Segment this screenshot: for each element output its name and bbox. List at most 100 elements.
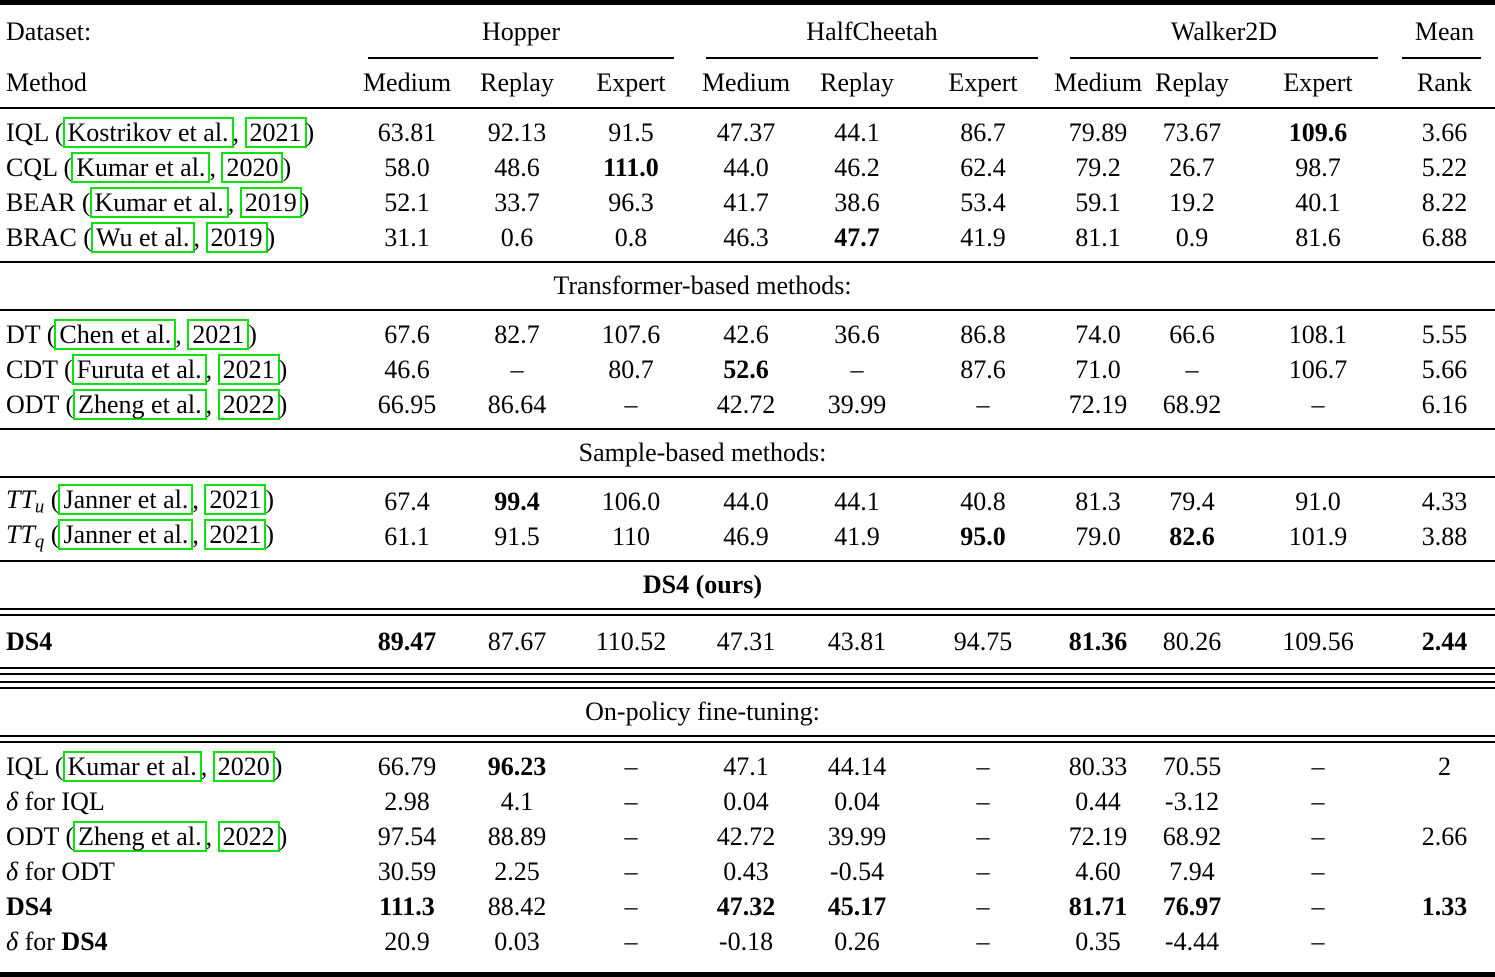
value-cell: 41.9 [834,521,880,551]
citation-link[interactable]: Janner et al. [58,519,194,551]
citation-link[interactable]: 2021 [217,353,280,386]
value-cell: 79.0 [1075,521,1121,551]
value-cell: 76.97 [1162,891,1222,921]
value-cell: 26.7 [1169,152,1215,182]
method-text: ODT ( [6,389,75,419]
value-cell: – [1311,856,1325,886]
value-cell: 2.44 [1421,626,1468,656]
citation-link[interactable]: 2019 [239,186,302,219]
citation-link[interactable]: Chen et al. [54,318,177,351]
citation-link[interactable]: Kumar et al. [71,151,211,184]
value-cell: 70.55 [1162,751,1222,781]
value-cell: 86.7 [960,117,1006,147]
citation-link[interactable]: 2020 [221,151,284,184]
value-cell: 45.17 [827,891,887,921]
value-cell: 39.99 [827,389,887,419]
value-cell: -3.12 [1164,786,1220,816]
value-cell: 98.7 [1295,152,1341,182]
citation-link[interactable]: Wu et al. [90,221,195,254]
citation-link[interactable]: Zheng et al. [73,820,207,853]
citation-link[interactable]: Kumar et al. [62,750,202,783]
table-row: δ for ODT 30.59 2.25 – 0.43 -0.54 – 4.60 7.94 – [0,854,1495,889]
rows-group: DS4 89.47 87.67 110.52 47.31 43.81 94.75 81.36 8… [0,616,1495,667]
citation-link[interactable]: 2020 [212,750,275,783]
value-cell: – [624,856,638,886]
value-cell: 5.22 [1421,152,1468,182]
value-cell: -0.54 [829,856,885,886]
value-cell: 81.71 [1068,891,1128,921]
top-rule [0,0,1495,5]
table-body: IQL (Kostrikov et al., 2021) 63.81 92.13 91… [0,109,1495,965]
method-text: DS4 [6,626,53,656]
citation-link[interactable]: Janner et al. [58,484,194,516]
method-text: DT ( [6,319,56,349]
section-rule [0,667,1495,675]
value-cell: 0.03 [494,926,540,956]
group-underline [1070,57,1378,59]
citation-link[interactable]: 2019 [205,221,268,254]
value-cell: 96.3 [608,187,654,217]
method-text: ) [273,751,283,781]
citation-link[interactable]: 2022 [217,820,280,853]
col-header-rank: Rank [1417,68,1472,97]
value-cell: 3.88 [1421,521,1468,551]
value-cell: – [1311,926,1325,956]
value-cell: 47.37 [716,117,776,147]
citation-link[interactable]: Kostrikov et al. [62,116,234,149]
table-row: δ for IQL 2.98 4.1 – 0.04 0.04 – 0.44 -3.12 – [0,784,1495,819]
value-cell: 46.3 [723,222,769,252]
section-rule [0,428,1495,430]
value-cell: – [624,751,638,781]
value-cell: 62.4 [960,152,1006,182]
table-header: Dataset: Hopper HalfCheetah Walker2D Mea… [0,5,1495,107]
method-text: for [18,926,62,956]
value-cell: 20.9 [384,926,430,956]
value-cell: 88.89 [487,821,547,851]
value-cell: – [1311,821,1325,851]
method-label: CQL (Kumar et al., 2020) [0,151,352,184]
value-cell: 0.44 [1075,786,1121,816]
value-cell: 109.6 [1288,117,1348,147]
rows-group: TTu (Janner et al., 2021) 67.4 99.4 106.0 44… [0,478,1495,560]
value-cell: 46.2 [834,152,880,182]
method-text: DS4 [61,926,108,956]
value-cell: 40.8 [960,486,1006,516]
method-label: ODT (Zheng et al., 2022) [0,820,352,853]
method-text: CDT ( [6,354,73,384]
citation-link[interactable]: 2022 [217,388,280,421]
value-cell: 74.0 [1075,319,1121,349]
group-underline [706,57,1038,59]
value-cell: 80.33 [1068,751,1128,781]
citation-link[interactable]: Furuta et al. [71,353,207,386]
citation-link[interactable]: 2021 [204,519,267,551]
value-cell: 0.04 [834,786,880,816]
table-row: BEAR (Kumar et al., 2019) 52.1 33.7 96.3 41.… [0,185,1495,220]
citation-link[interactable]: Kumar et al. [89,186,229,219]
value-cell: 86.8 [960,319,1006,349]
value-cell: 81.6 [1295,222,1341,252]
citation-link[interactable]: 2021 [204,484,267,516]
value-cell: 67.6 [384,319,430,349]
value-cell: 4.1 [500,786,534,816]
table-row: ODT (Zheng et al., 2022) 66.95 86.64 – 42.72… [0,387,1495,422]
value-cell: 6.16 [1421,389,1468,419]
table-row: IQL (Kostrikov et al., 2021) 63.81 92.13 91… [0,115,1495,150]
method-text: TT [6,485,35,515]
col-header-halfcheetah-replay: Replay [820,68,894,97]
group-label: Walker2D [1170,17,1278,46]
value-cell: – [976,891,990,921]
group-header-halfcheetah: HalfCheetah [690,5,1054,59]
citation-link[interactable]: Zheng et al. [73,388,207,421]
citation-link[interactable]: 2021 [187,318,250,351]
method-text: , [193,222,207,252]
citation-link[interactable]: 2021 [244,116,307,149]
section-header: Sample-based methods: [578,438,827,467]
value-cell: 0.8 [614,222,648,252]
col-header-walker2d-expert: Expert [1283,68,1353,97]
section-rule [0,476,1495,478]
value-cell: 2.25 [494,856,540,886]
value-cell: 81.1 [1075,222,1121,252]
value-cell: 87.67 [487,626,547,656]
method-text: δ [6,786,19,816]
value-cell: 99.4 [494,486,540,516]
